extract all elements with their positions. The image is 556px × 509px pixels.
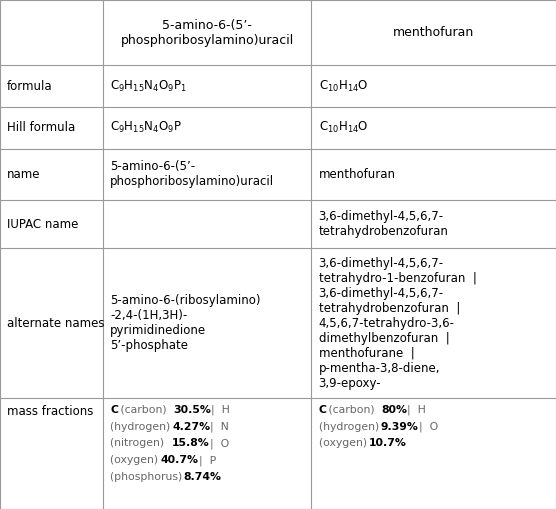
Text: (oxygen): (oxygen) <box>319 438 370 448</box>
Text: C$_{10}$H$_{14}$O: C$_{10}$H$_{14}$O <box>319 120 368 135</box>
Text: (phosphorus): (phosphorus) <box>110 472 186 482</box>
Text: 5-amino-6-(ribosylamino)
-2,4-(1H,3H)-
pyrimidinedione
5’-phosphate: 5-amino-6-(ribosylamino) -2,4-(1H,3H)- p… <box>110 294 261 352</box>
Text: 4.27%: 4.27% <box>172 421 210 432</box>
Text: alternate names: alternate names <box>7 317 105 330</box>
Text: (carbon): (carbon) <box>117 405 170 415</box>
Text: (hydrogen): (hydrogen) <box>319 421 383 432</box>
Text: menthofuran: menthofuran <box>393 26 474 39</box>
Text: C$_{9}$H$_{15}$N$_{4}$O$_{9}$P$_{1}$: C$_{9}$H$_{15}$N$_{4}$O$_{9}$P$_{1}$ <box>110 79 187 94</box>
Text: |  H: | H <box>400 405 426 415</box>
Text: |  H: | H <box>205 405 230 415</box>
Text: C$_{10}$H$_{14}$O: C$_{10}$H$_{14}$O <box>319 79 368 94</box>
Text: mass fractions: mass fractions <box>7 405 93 418</box>
Text: name: name <box>7 167 41 181</box>
Text: formula: formula <box>7 80 53 93</box>
Text: |  O: | O <box>203 438 230 449</box>
Text: (hydrogen): (hydrogen) <box>110 421 174 432</box>
Text: C$_{9}$H$_{15}$N$_{4}$O$_{9}$P: C$_{9}$H$_{15}$N$_{4}$O$_{9}$P <box>110 120 182 135</box>
Text: 5-amino-6-(5’-
phosphoribosylamino)uracil: 5-amino-6-(5’- phosphoribosylamino)uraci… <box>110 160 274 188</box>
Text: |  O: | O <box>412 421 438 432</box>
Text: (nitrogen): (nitrogen) <box>110 438 168 448</box>
Text: |  N: | N <box>203 421 229 432</box>
Text: 15.8%: 15.8% <box>172 438 210 448</box>
Text: 10.7%: 10.7% <box>369 438 407 448</box>
Text: 8.74%: 8.74% <box>183 472 221 482</box>
Text: 3,6-dimethyl-4,5,6,7-
tetrahydrobenzofuran: 3,6-dimethyl-4,5,6,7- tetrahydrobenzofur… <box>319 210 449 238</box>
Text: (carbon): (carbon) <box>325 405 378 415</box>
Text: 5-amino-6-(5’-
phosphoribosylamino)uracil: 5-amino-6-(5’- phosphoribosylamino)uraci… <box>121 19 294 47</box>
Text: menthofuran: menthofuran <box>319 167 395 181</box>
Text: C: C <box>319 405 326 415</box>
Text: 9.39%: 9.39% <box>380 421 419 432</box>
Text: |  P: | P <box>192 455 216 466</box>
Text: 30.5%: 30.5% <box>173 405 211 415</box>
Text: Hill formula: Hill formula <box>7 121 76 134</box>
Text: IUPAC name: IUPAC name <box>7 217 78 231</box>
Text: C: C <box>110 405 118 415</box>
Text: 80%: 80% <box>381 405 408 415</box>
Text: 40.7%: 40.7% <box>161 455 199 465</box>
Text: (oxygen): (oxygen) <box>110 455 162 465</box>
Text: 3,6-dimethyl-4,5,6,7-
tetrahydro-1-benzofuran  |
3,6-dimethyl-4,5,6,7-
tetrahydr: 3,6-dimethyl-4,5,6,7- tetrahydro-1-benzo… <box>319 257 476 390</box>
